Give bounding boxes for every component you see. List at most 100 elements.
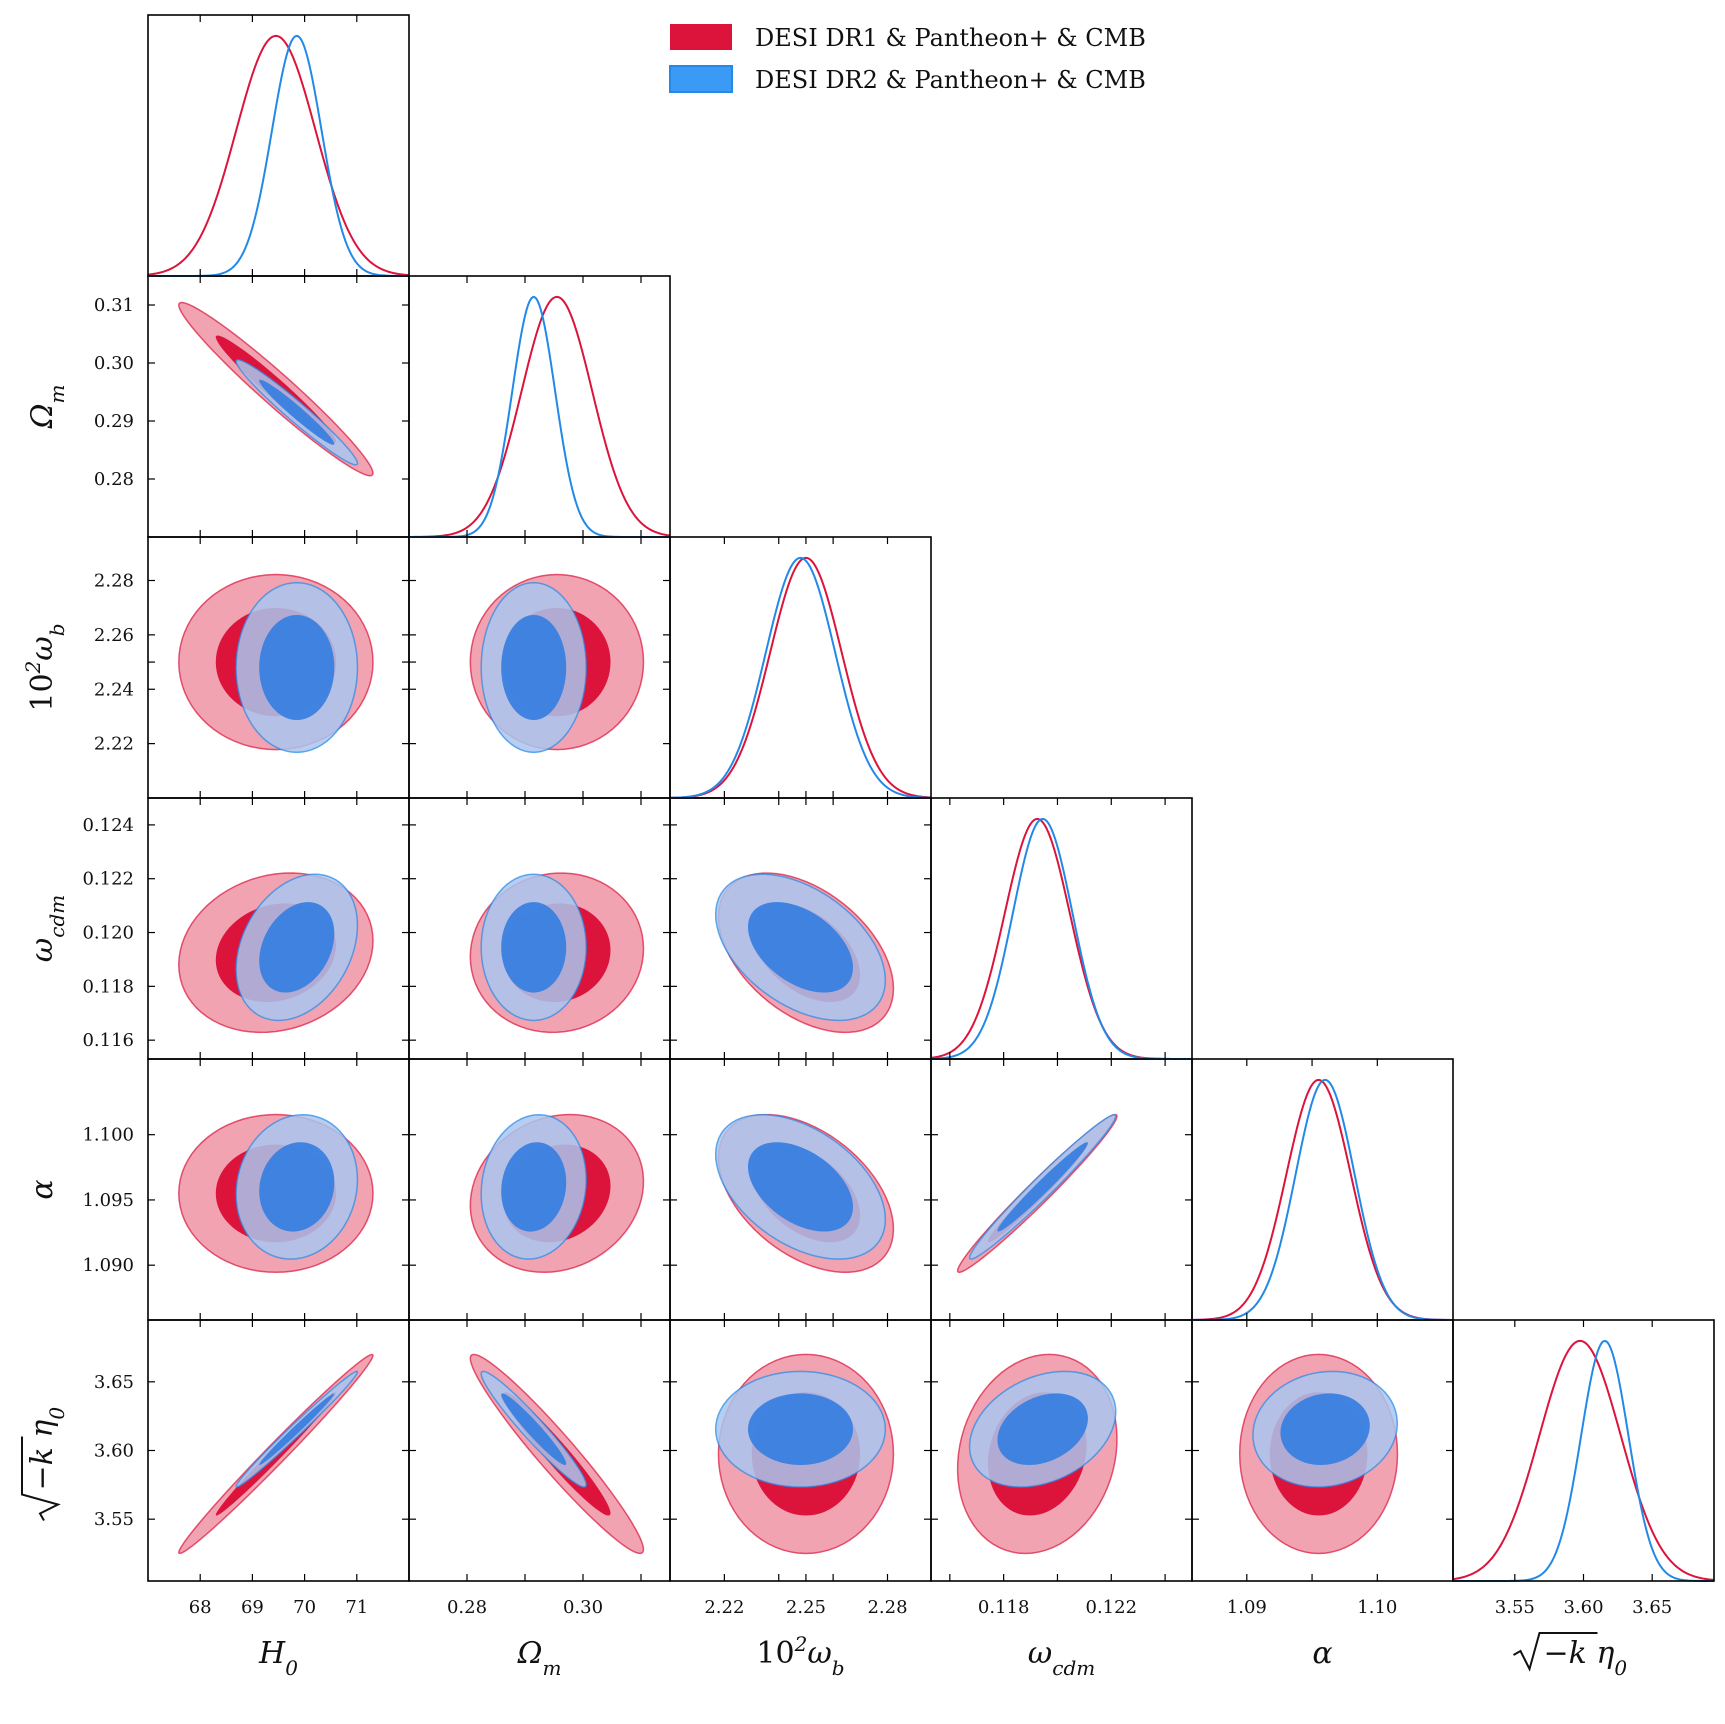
x-tick-label: 3.65 (1632, 1597, 1672, 1618)
panel-omega_b-vs-H0 (147, 536, 410, 799)
panel-Omega_m-vs-H0 (147, 275, 410, 538)
y-axis-label-omega-b-part: 2 (21, 661, 45, 675)
contour-group (714, 872, 895, 1034)
y-axis-label-alpha-part: α (25, 1179, 60, 1199)
y-tick-label: 3.55 (94, 1509, 134, 1530)
marginal-curve-desi-dr2-pantheon-cmb (148, 34, 409, 277)
contour-inner-desi-dr2-pantheon-cmb (501, 614, 567, 721)
x-axis-label-sqrtk-eta0: −k η0 (1513, 1632, 1628, 1680)
panel-frame (408, 275, 671, 538)
legend-swatch-dr1 (670, 24, 732, 50)
x-axis-label-omega-m-part: Ω (517, 1636, 543, 1671)
contour-inner-desi-dr2-pantheon-cmb (501, 1393, 567, 1466)
y-tick-label: 0.122 (82, 869, 134, 890)
panel-frame (1191, 1058, 1454, 1321)
x-tick-label: 0.28 (447, 1597, 487, 1618)
marginal-sqrtk_eta0 (1452, 1319, 1715, 1582)
legend-label-dr2: DESI DR2 & Pantheon+ & CMB (755, 66, 1146, 94)
x-axis-label-h0: H0 (258, 1636, 298, 1680)
marginal-curve-desi-dr1-pantheon-cmb (408, 295, 671, 538)
panel-sqrtk_eta0-vs-omega_cdm (930, 1319, 1193, 1582)
panel-omega_cdm-vs-H0 (147, 797, 410, 1060)
panel-frame (669, 536, 932, 799)
x-tick-label: 2.22 (704, 1597, 744, 1618)
y-axis-label-omega-b-part: 10 (25, 673, 60, 711)
panel-omega_cdm-vs-omega_b (669, 797, 932, 1060)
contour-inner-desi-dr2-pantheon-cmb (1280, 1393, 1370, 1466)
contour-inner-desi-dr2-pantheon-cmb (259, 1142, 335, 1232)
contour-group (177, 1353, 374, 1555)
marginal-H0 (147, 14, 410, 277)
y-axis-label-omega-b-part: ω (25, 636, 60, 660)
x-tick-label: 0.118 (978, 1597, 1030, 1618)
y-tick-label: 0.30 (94, 353, 134, 374)
contour-group (178, 872, 374, 1034)
x-tick-label: 0.122 (1086, 1597, 1138, 1618)
marginal-curve-desi-dr1-pantheon-cmb (1191, 1078, 1454, 1321)
x-tick-label: 3.55 (1495, 1597, 1535, 1618)
x-axis-label-omega-b-part: ω (807, 1636, 831, 1671)
y-tick-label: 0.118 (82, 976, 134, 997)
y-axis-label-omega-m: Ωm (25, 385, 69, 430)
x-axis-label-omega-cdm-part: cdm (1052, 1656, 1095, 1680)
contour-inner-desi-dr2-pantheon-cmb (997, 1393, 1088, 1466)
y-tick-label: 0.28 (94, 469, 134, 490)
y-axis-label-omega-b-part: b (45, 623, 69, 636)
y-tick-label: 2.26 (94, 625, 134, 646)
panel-frame (930, 797, 1193, 1060)
panel-omega_cdm-vs-Omega_m (408, 797, 671, 1060)
sqrt-text-part: −k η (1544, 1636, 1615, 1671)
panel-sqrtk_eta0-vs-H0 (147, 1319, 410, 1582)
marginal-curve-desi-dr1-pantheon-cmb (930, 817, 1192, 1060)
contour-inner-desi-dr2-pantheon-cmb (747, 902, 854, 993)
marginal-omega_b (669, 536, 932, 799)
x-tick-label: 1.09 (1227, 1597, 1267, 1618)
y-tick-label: 0.116 (82, 1030, 134, 1051)
marginal-alpha (1191, 1058, 1454, 1321)
y-tick-label: 1.100 (82, 1125, 134, 1146)
panel-omega_b-vs-Omega_m (408, 536, 671, 799)
marginal-curve-desi-dr2-pantheon-cmb (930, 817, 1192, 1060)
x-axis-label-omega-b-part: b (832, 1656, 845, 1680)
contour-inner-desi-dr2-pantheon-cmb (997, 1142, 1088, 1232)
sqrt-radical (1513, 1632, 1598, 1672)
y-tick-label: 2.24 (94, 679, 134, 700)
y-tick-label: 0.120 (82, 923, 134, 944)
sqrt-text: −k η0 (1544, 1636, 1628, 1680)
contour-inner-desi-dr2-pantheon-cmb (259, 1393, 335, 1465)
panel-alpha-vs-H0 (147, 1058, 410, 1321)
x-axis-label-alpha-part: α (1312, 1636, 1332, 1671)
contour-group (1238, 1353, 1399, 1555)
x-tick-label: 70 (293, 1597, 316, 1618)
y-axis-label-omega-cdm-part: ω (25, 938, 60, 962)
x-axis-label-alpha: α (1312, 1636, 1332, 1671)
y-axis-label-alpha: α (25, 1179, 60, 1199)
sqrt-text-sub: 0 (1614, 1656, 1627, 1680)
contour-inner-desi-dr2-pantheon-cmb (259, 902, 335, 993)
marginal-curve-desi-dr2-pantheon-cmb (1192, 1078, 1454, 1321)
x-axis-label-omega-cdm: ωcdm (1028, 1636, 1095, 1680)
contour-group (714, 1113, 895, 1273)
y-axis-label-omega-m-part: Ω (25, 404, 60, 430)
panel-alpha-vs-Omega_m (408, 1058, 671, 1321)
y-tick-label: 3.60 (94, 1441, 134, 1462)
panel-frame (147, 14, 410, 277)
x-axis-label-omega-cdm-part: ω (1028, 1636, 1052, 1671)
contour-group (956, 1353, 1118, 1555)
sqrt-text-part: −k η (25, 1420, 60, 1491)
panel-alpha-vs-omega_b (669, 1058, 932, 1321)
y-tick-label: 1.090 (82, 1255, 134, 1276)
contour-group (469, 573, 645, 754)
panel-sqrtk_eta0-vs-omega_b (669, 1319, 932, 1582)
contour-group (469, 1353, 645, 1555)
contour-group (178, 1113, 374, 1274)
marginal-curve-desi-dr2-pantheon-cmb (409, 296, 670, 538)
x-axis-label-omega-b-part: 10 (756, 1636, 794, 1671)
legend: DESI DR1 & Pantheon+ & CMB DESI DR2 & Pa… (669, 24, 1146, 94)
contour-group (469, 872, 645, 1034)
x-axis-label-h0-part: H (258, 1636, 286, 1671)
x-axis-label-omega-b: 102ωb (756, 1632, 844, 1680)
marginal-curve-desi-dr1-pantheon-cmb (147, 34, 410, 277)
contour-inner-desi-dr2-pantheon-cmb (747, 1142, 854, 1232)
